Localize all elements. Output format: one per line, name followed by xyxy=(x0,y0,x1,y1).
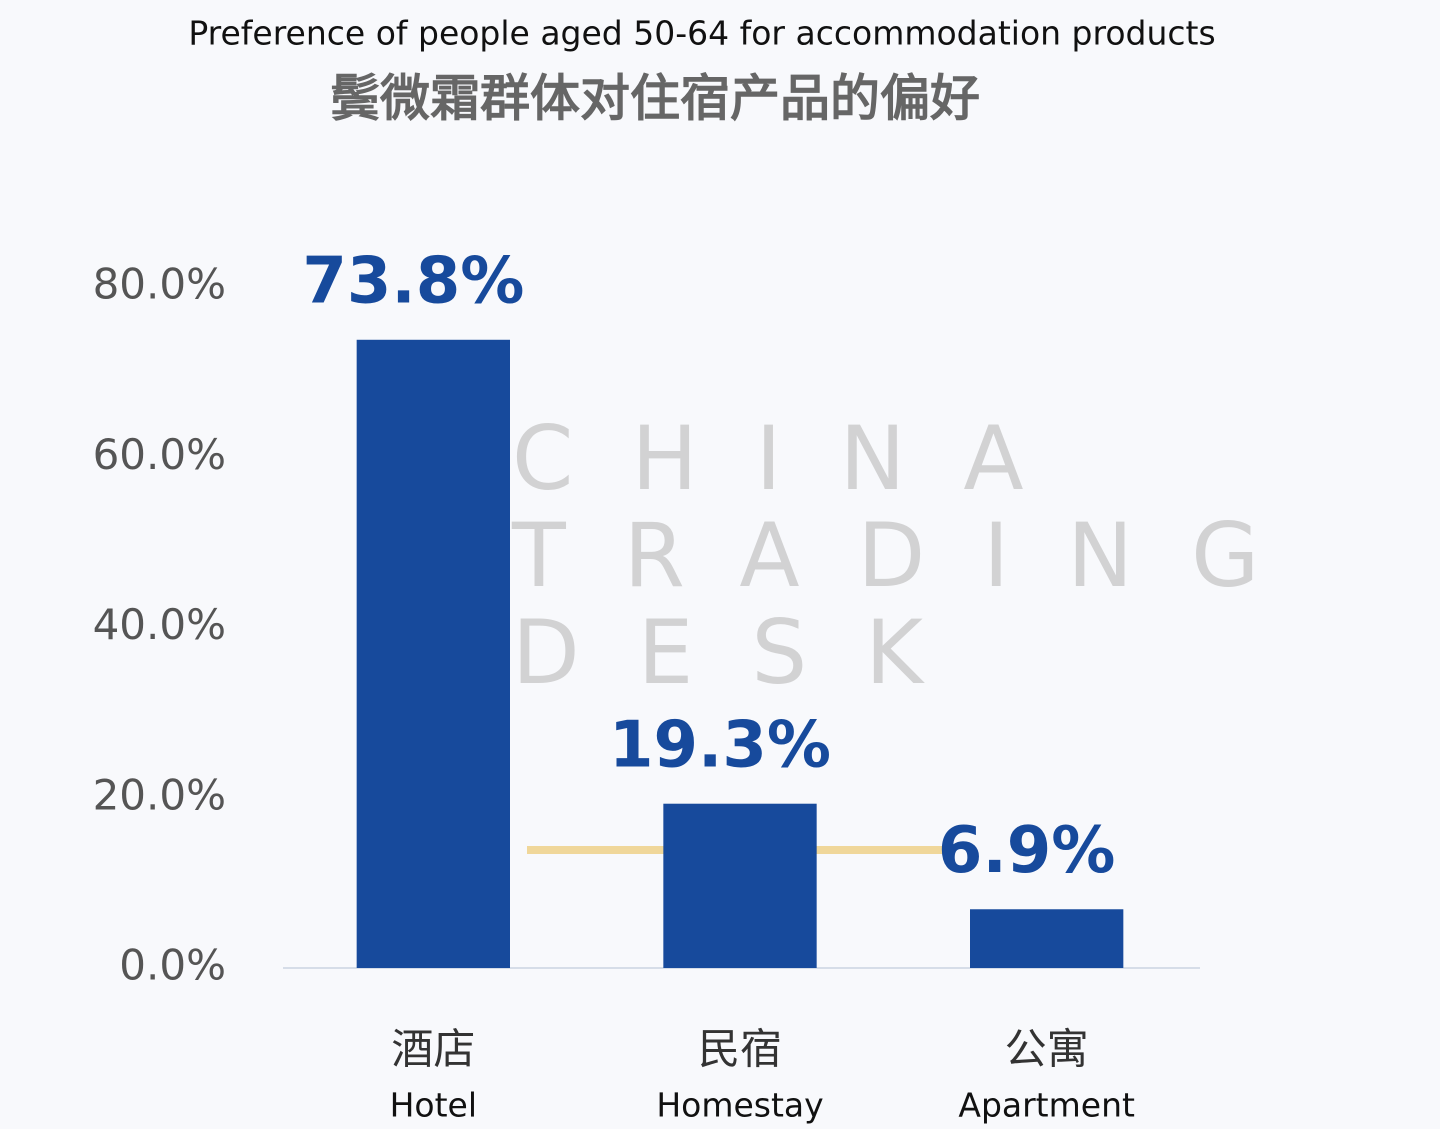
chart-title: Preference of people aged 50-64 for acco… xyxy=(188,14,1215,53)
watermark: DESK xyxy=(512,601,981,704)
y-tick-label: 20.0% xyxy=(93,770,226,819)
watermark: TRADING xyxy=(511,504,1317,607)
value-label: 73.8% xyxy=(302,244,524,318)
x-tick-label: 民宿 xyxy=(698,1025,782,1074)
y-tick-label: 40.0% xyxy=(93,600,226,649)
x-tick-label: 公寓 xyxy=(1005,1025,1089,1074)
x-tick-label: 酒店 xyxy=(391,1025,475,1074)
x-tick-label-en: Homestay xyxy=(656,1086,823,1125)
y-tick-label: 80.0% xyxy=(93,260,226,309)
y-tick-label: 60.0% xyxy=(93,430,226,479)
x-tick-label-en: Apartment xyxy=(958,1086,1135,1125)
watermark: CHINA xyxy=(512,407,1082,510)
bar xyxy=(970,909,1124,968)
value-label: 19.3% xyxy=(609,708,831,782)
value-label: 6.9% xyxy=(938,814,1116,888)
y-tick-label: 0.0% xyxy=(119,941,226,990)
bar xyxy=(663,803,817,968)
bar xyxy=(356,339,510,969)
x-tick-label-en: Hotel xyxy=(390,1086,477,1125)
chart-subtitle: 鬓微霜群体对住宿产品的偏好 xyxy=(330,70,980,128)
